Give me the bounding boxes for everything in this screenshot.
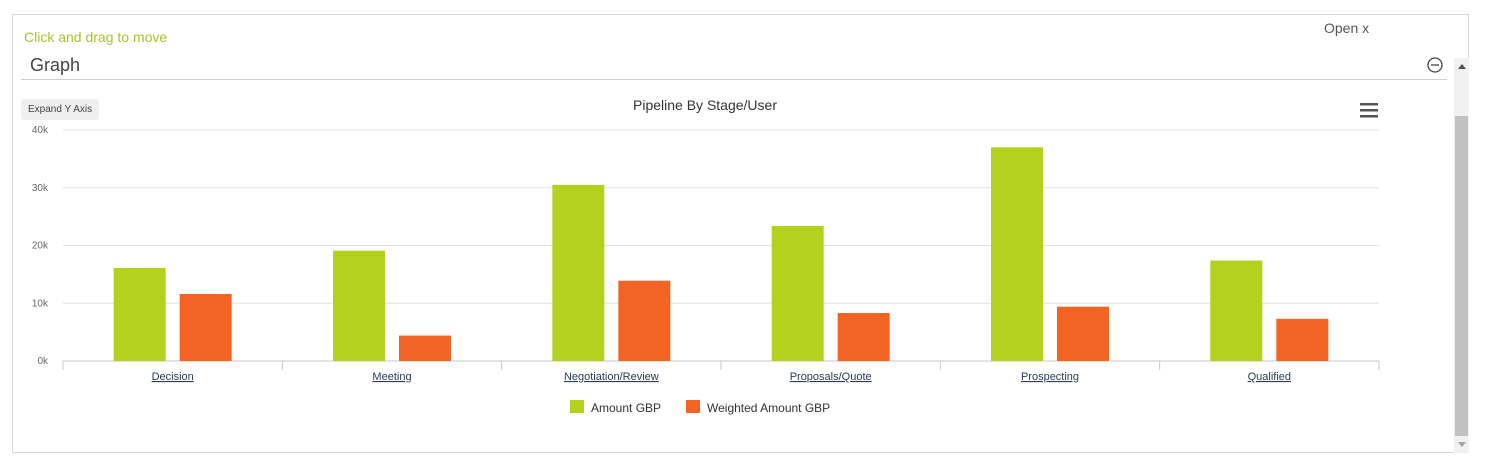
- hamburger-menu-icon[interactable]: [1360, 103, 1378, 118]
- x-category-label[interactable]: Negotiation/Review: [564, 371, 659, 383]
- bar-amount[interactable]: [991, 147, 1043, 361]
- bar-amount[interactable]: [1210, 260, 1263, 361]
- x-category-label[interactable]: Proposals/Quote: [790, 371, 872, 383]
- bar-weighted-amount[interactable]: [837, 313, 890, 361]
- open-close-link[interactable]: Open x: [1324, 20, 1370, 36]
- legend-swatch: [570, 400, 584, 413]
- bar-amount[interactable]: [552, 184, 605, 361]
- x-category-label[interactable]: Decision: [152, 371, 194, 383]
- bar-weighted-amount[interactable]: [618, 280, 671, 361]
- legend-label: Weighted Amount GBP: [707, 401, 830, 415]
- bar-weighted-amount[interactable]: [1276, 318, 1329, 361]
- bar-amount[interactable]: [771, 225, 824, 361]
- y-tick-label: 20k: [32, 241, 49, 252]
- y-tick-label: 0k: [37, 356, 49, 367]
- chart-title: Pipeline By Stage/User: [633, 97, 777, 113]
- legend-item[interactable]: Weighted Amount GBP: [686, 400, 830, 415]
- y-tick-label: 10k: [32, 298, 49, 309]
- bar-weighted-amount[interactable]: [179, 294, 232, 361]
- scroll-thumb[interactable]: [1455, 116, 1468, 436]
- x-category-label[interactable]: Meeting: [372, 371, 411, 383]
- legend-swatch: [686, 400, 700, 413]
- minus-circle-icon[interactable]: [1427, 57, 1443, 73]
- legend-item[interactable]: Amount GBP: [570, 400, 661, 415]
- graph-panel[interactable]: Click and drag to move Open x Graph Expa…: [12, 14, 1469, 453]
- bar-amount[interactable]: [113, 268, 166, 361]
- section-title: Graph: [30, 55, 81, 75]
- y-tick-label: 40k: [32, 125, 49, 136]
- y-tick-label: 30k: [32, 183, 49, 194]
- x-category-label[interactable]: Qualified: [1248, 371, 1291, 383]
- x-category-label[interactable]: Prospecting: [1021, 371, 1079, 383]
- scroll-up-arrow-icon[interactable]: [1458, 64, 1466, 69]
- legend-label: Amount GBP: [591, 401, 661, 415]
- section-divider: [21, 79, 1447, 80]
- drag-hint[interactable]: Click and drag to move: [24, 29, 168, 45]
- vertical-scrollbar[interactable]: [1454, 58, 1469, 453]
- bar-amount[interactable]: [333, 250, 385, 361]
- bar-weighted-amount[interactable]: [399, 335, 451, 361]
- bar-weighted-amount[interactable]: [1057, 306, 1109, 361]
- expand-y-axis-button[interactable]: Expand Y Axis: [21, 99, 100, 120]
- scroll-down-arrow-icon[interactable]: [1458, 442, 1466, 447]
